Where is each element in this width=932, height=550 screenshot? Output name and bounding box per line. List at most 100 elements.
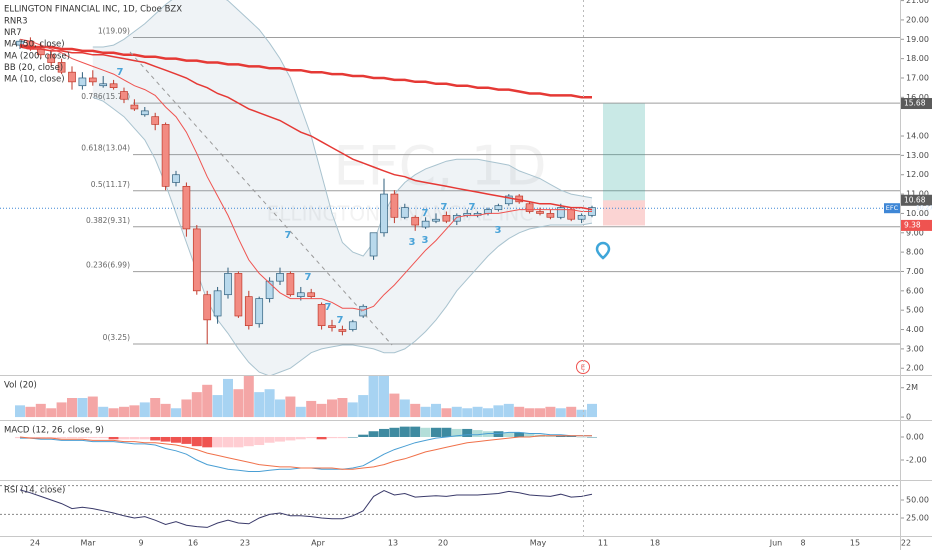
y-tick-label: 9.00 — [906, 228, 924, 237]
y-tick-label: 2.00 — [906, 364, 924, 373]
volume-bar — [316, 403, 327, 418]
volume-bar — [493, 405, 504, 418]
candle-body — [400, 207, 409, 218]
candle-body — [556, 207, 565, 218]
volume-bar — [171, 408, 181, 418]
price-label: 9.38 — [904, 220, 921, 229]
x-tick-label: 20 — [438, 539, 448, 548]
x-tick-label: Mar — [80, 539, 96, 548]
y-tick-label: 10.00 — [906, 209, 929, 218]
pattern-marker: 3 — [409, 237, 416, 248]
candle-body — [88, 77, 97, 83]
candle-body — [151, 116, 160, 125]
candle-body — [567, 209, 576, 220]
x-tick-label: 22 — [901, 539, 911, 548]
bb-lower — [92, 96, 593, 375]
volume-bar — [441, 408, 452, 418]
macd-histogram — [160, 436, 171, 442]
pane-label: MACD (12, 26, close, 9) — [4, 426, 104, 436]
x-tick-label: 24 — [30, 539, 40, 548]
candle-body — [338, 329, 347, 332]
volume-bar — [202, 384, 213, 418]
candle-body — [484, 209, 492, 214]
volume-bar — [347, 402, 358, 418]
legend-item: NR7 — [4, 28, 22, 38]
macd-histogram — [264, 436, 275, 443]
volume-bar — [327, 399, 337, 418]
macd-histogram — [119, 436, 129, 440]
volume-bar — [337, 398, 348, 418]
macd-histogram — [67, 436, 77, 439]
y-tick-label: -2.00 — [906, 455, 927, 464]
macd-histogram — [576, 436, 587, 438]
macd-histogram — [87, 436, 98, 439]
volume-bar — [462, 408, 473, 418]
volume-bar — [472, 406, 483, 418]
pattern-marker: 7 — [337, 315, 344, 326]
macd-histogram — [306, 436, 317, 439]
macd-histogram — [243, 436, 254, 447]
candle-body — [411, 216, 420, 226]
candle-body — [120, 91, 128, 100]
candle-body — [432, 218, 440, 222]
pattern-marker: 7 — [305, 272, 312, 283]
macd-histogram — [410, 426, 421, 437]
macd-histogram — [462, 428, 473, 437]
fib-label: 0.382(9.31) — [86, 216, 130, 225]
x-tick-label: Jun — [769, 539, 783, 548]
macd-histogram — [275, 436, 285, 442]
macd-histogram — [181, 436, 192, 444]
macd-histogram — [46, 436, 57, 439]
volume-bar — [389, 393, 400, 418]
macd-histogram — [191, 436, 202, 447]
macd-histogram — [472, 430, 483, 437]
y-tick-label: 11.00 — [906, 190, 929, 199]
x-tick-label: 16 — [188, 539, 198, 548]
candle-body — [504, 195, 513, 205]
price-label-box — [901, 98, 932, 110]
candle-body — [265, 280, 274, 299]
pin-icon[interactable] — [595, 241, 611, 260]
candle-body — [286, 273, 295, 296]
legend-item: MA (200, close) — [4, 51, 70, 61]
position-target — [603, 103, 645, 201]
price-label: 10.68 — [904, 195, 926, 204]
rsi-line — [19, 489, 593, 528]
legend-item: BB (20, close) — [4, 63, 63, 73]
y-tick-label: 17.00 — [906, 73, 929, 82]
volume-bar — [119, 406, 129, 418]
symbol-label: EFC — [886, 204, 899, 212]
macd-histogram — [493, 431, 504, 437]
volume-bar — [35, 403, 46, 418]
bb-upper — [92, 0, 593, 257]
legend-item: MA (50, close) — [4, 40, 65, 50]
pattern-marker: 7 — [422, 208, 429, 219]
macd-histogram — [420, 427, 431, 437]
macd-histogram — [233, 436, 244, 448]
macd-histogram — [15, 436, 25, 439]
volume-bar — [524, 408, 535, 418]
candle-body — [192, 228, 201, 292]
y-tick-label: 0 — [906, 413, 911, 422]
volume-bar — [399, 399, 410, 418]
candle-body — [307, 292, 316, 297]
volume-bar — [98, 406, 109, 418]
volume-bar — [67, 398, 77, 418]
pattern-marker: 7 — [441, 202, 448, 213]
macd-histogram — [56, 436, 67, 439]
fib-label: 0.5(11.17) — [91, 180, 130, 189]
chart-title: ELLINGTON FINANCIAL INC, 1D, Cboe BZX — [4, 5, 182, 15]
volume-bar — [56, 402, 67, 418]
candle-body — [359, 305, 368, 317]
y-tick-label: 21.00 — [906, 0, 929, 5]
macd-histogram — [285, 436, 296, 441]
candle-body — [317, 304, 326, 327]
candle-body — [99, 83, 108, 87]
legend-item: RNR3 — [4, 17, 28, 27]
y-tick-label: 5.00 — [906, 306, 924, 315]
volume-bar — [535, 408, 545, 418]
macd-histogram — [327, 436, 337, 439]
volume-bar — [587, 403, 597, 418]
moving-average — [19, 46, 593, 211]
